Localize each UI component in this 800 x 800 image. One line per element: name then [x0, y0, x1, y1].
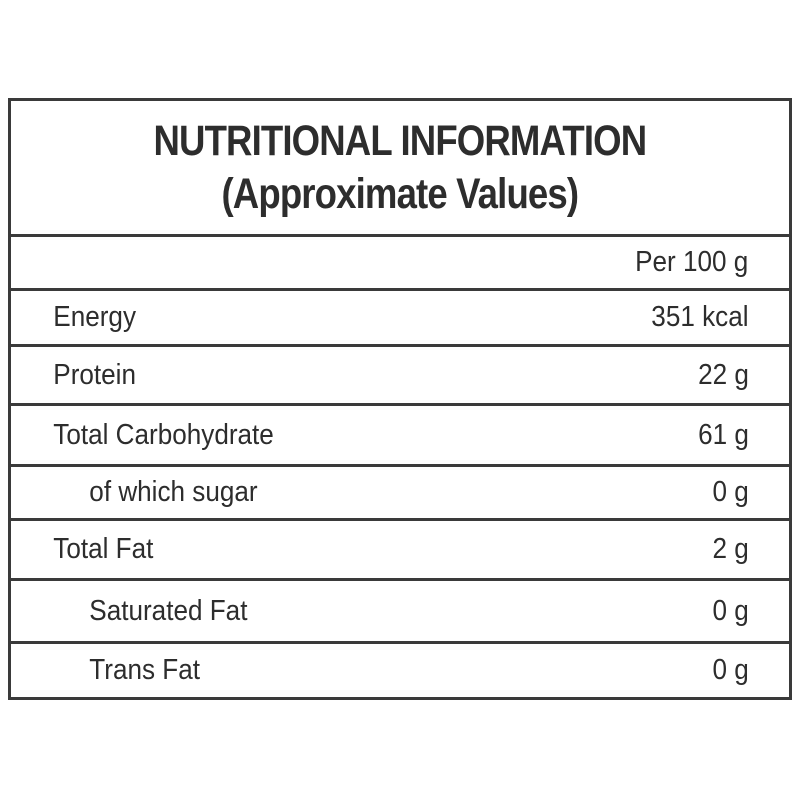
row-label-total-fat: Total Fat — [53, 533, 154, 565]
table-title-block: NUTRITIONAL INFORMATION (Approximate Val… — [11, 101, 789, 237]
table-row-total-carbohydrate: Total Carbohydrate 61 g — [11, 406, 789, 467]
header-row-per-100g: Per 100 g — [11, 237, 789, 291]
row-value-saturated-fat: 0 g — [712, 594, 749, 627]
title-line-1: NUTRITIONAL INFORMATION — [153, 116, 648, 165]
table-row-of-which-sugar: of which sugar 0 g — [11, 467, 789, 521]
row-label-saturated-fat: Saturated Fat — [89, 594, 248, 627]
row-value-protein: 22 g — [697, 358, 749, 391]
row-label-total-carbohydrate: Total Carbohydrate — [53, 418, 274, 451]
row-value-trans-fat: 0 g — [712, 654, 749, 686]
row-value-total-carbohydrate: 61 g — [697, 418, 749, 451]
nutrition-table: NUTRITIONAL INFORMATION (Approximate Val… — [8, 98, 792, 700]
row-label-of-which-sugar: of which sugar — [89, 476, 258, 508]
table-row-energy: Energy 351 kcal — [11, 291, 789, 347]
table-row-trans-fat: Trans Fat 0 g — [11, 644, 789, 697]
row-label-trans-fat: Trans Fat — [89, 654, 201, 686]
table-row-protein: Protein 22 g — [11, 347, 789, 406]
table-row-saturated-fat: Saturated Fat 0 g — [11, 581, 789, 644]
table-row-total-fat: Total Fat 2 g — [11, 521, 789, 581]
row-label-protein: Protein — [53, 358, 137, 391]
row-label-energy: Energy — [53, 301, 137, 333]
row-value-energy: 351 kcal — [651, 301, 749, 333]
row-value-of-which-sugar: 0 g — [712, 476, 749, 508]
column-header-per-100g: Per 100 g — [635, 246, 749, 278]
title-line-2: (Approximate Values) — [221, 169, 580, 218]
row-value-total-fat: 2 g — [712, 533, 749, 565]
